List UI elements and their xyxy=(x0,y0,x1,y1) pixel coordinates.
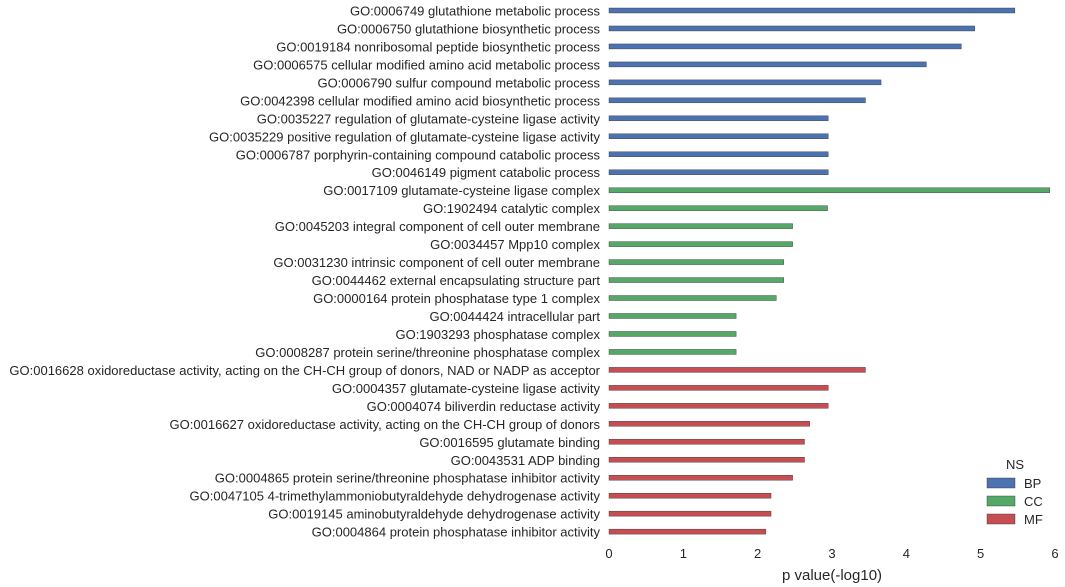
bars-group xyxy=(608,7,1050,535)
category-label: GO:0034457 Mpp10 complex xyxy=(430,237,600,252)
bar-bp xyxy=(608,151,829,157)
category-label: GO:0044462 external encapsulating struct… xyxy=(312,273,601,288)
category-label: GO:0006749 glutathione metabolic process xyxy=(350,4,601,19)
x-tick-label: 1 xyxy=(680,546,687,561)
category-label: GO:0019184 nonribosomal peptide biosynth… xyxy=(276,39,600,54)
bar-mf xyxy=(608,457,805,463)
bar-mf xyxy=(608,492,772,499)
x-tick-label: 6 xyxy=(1051,546,1058,561)
category-label: GO:0004074 biliverdin reductase activity xyxy=(367,399,601,414)
bar-cc xyxy=(608,223,793,229)
bar-bp xyxy=(608,79,882,86)
bar-bp xyxy=(608,115,829,122)
bar-bp xyxy=(608,169,829,175)
legend-label-cc: CC xyxy=(1024,494,1043,509)
x-tick-label: 0 xyxy=(605,546,612,561)
category-label: GO:0016595 glutamate binding xyxy=(419,435,600,450)
bar-bp xyxy=(608,133,829,139)
category-label: GO:0043531 ADP binding xyxy=(451,453,600,468)
bar-mf xyxy=(608,367,866,373)
legend: NS BP CC MF xyxy=(986,457,1043,527)
category-label: GO:0006575 cellular modified amino acid … xyxy=(253,57,600,72)
category-label: GO:0006750 glutathione biosynthetic proc… xyxy=(337,21,601,36)
bar-cc xyxy=(608,313,737,319)
category-labels-group: GO:0006749 glutathione metabolic process… xyxy=(9,4,600,540)
category-label: GO:0019145 aminobutyraldehyde dehydrogen… xyxy=(268,507,600,522)
category-label: GO:1903293 phosphatase complex xyxy=(395,327,600,342)
category-label: GO:1902494 catalytic complex xyxy=(423,201,601,216)
category-label: GO:0004357 glutamate-cysteine ligase act… xyxy=(332,381,601,396)
category-label: GO:0000164 protein phosphatase type 1 co… xyxy=(313,291,600,306)
category-label: GO:0042398 cellular modified amino acid … xyxy=(240,93,600,108)
x-tick-label: 4 xyxy=(903,546,910,561)
bar-mf xyxy=(608,510,772,517)
category-label: GO:0045203 integral component of cell ou… xyxy=(275,219,600,234)
category-label: GO:0016628 oxidoreductase activity, acti… xyxy=(9,363,600,378)
x-axis-label: p value(-log10) xyxy=(782,567,882,584)
bar-mf xyxy=(608,475,793,481)
bar-mf xyxy=(608,528,767,535)
category-label: GO:0017109 glutamate-cysteine ligase com… xyxy=(323,183,600,198)
bar-cc xyxy=(608,331,737,337)
legend-label-bp: BP xyxy=(1024,476,1041,491)
category-label: GO:0031230 intrinsic component of cell o… xyxy=(273,255,600,270)
category-label: GO:0004864 protein phosphatase inhibitor… xyxy=(312,525,601,540)
category-label: GO:0008287 protein serine/threonine phos… xyxy=(255,345,600,360)
bar-bp xyxy=(608,7,1016,14)
bar-bp xyxy=(608,43,962,50)
x-tick-label: 2 xyxy=(754,546,761,561)
bar-mf xyxy=(608,385,829,391)
legend-swatch-cc xyxy=(986,495,1016,507)
category-label: GO:0035227 regulation of glutamate-cyste… xyxy=(257,111,601,126)
bar-cc xyxy=(608,241,793,247)
category-label: GO:0047105 4-trimethylammoniobutyraldehy… xyxy=(190,489,601,504)
category-label: GO:0046149 pigment catabolic process xyxy=(372,165,601,180)
legend-swatch-bp xyxy=(986,477,1016,489)
bar-bp xyxy=(608,25,975,32)
category-label: GO:0004865 protein serine/threonine phos… xyxy=(215,471,601,486)
legend-title: NS xyxy=(1006,457,1024,472)
x-axis-ticks-group: 0 1 2 3 4 5 6 xyxy=(605,546,1058,561)
category-label: GO:0035229 positive regulation of glutam… xyxy=(209,129,600,144)
bar-mf xyxy=(608,439,805,445)
x-tick-label: 5 xyxy=(977,546,984,561)
category-label: GO:0006787 porphyrin-containing compound… xyxy=(236,147,601,162)
bar-cc xyxy=(608,259,784,265)
bar-cc xyxy=(608,349,737,355)
bar-bp xyxy=(608,97,866,104)
bar-mf xyxy=(608,403,829,409)
bar-mf xyxy=(608,421,810,427)
legend-label-mf: MF xyxy=(1024,512,1043,527)
category-label: GO:0006790 sulfur compound metabolic pro… xyxy=(317,75,600,90)
bar-cc xyxy=(608,295,777,301)
bar-bp xyxy=(608,61,927,68)
bar-cc xyxy=(608,205,828,211)
bar-cc xyxy=(608,277,784,283)
category-label: GO:0044424 intracellular part xyxy=(429,309,600,324)
x-tick-label: 3 xyxy=(828,546,835,561)
bar-cc xyxy=(608,187,1050,193)
legend-swatch-mf xyxy=(986,513,1016,525)
category-label: GO:0016627 oxidoreductase activity, acti… xyxy=(170,417,601,432)
